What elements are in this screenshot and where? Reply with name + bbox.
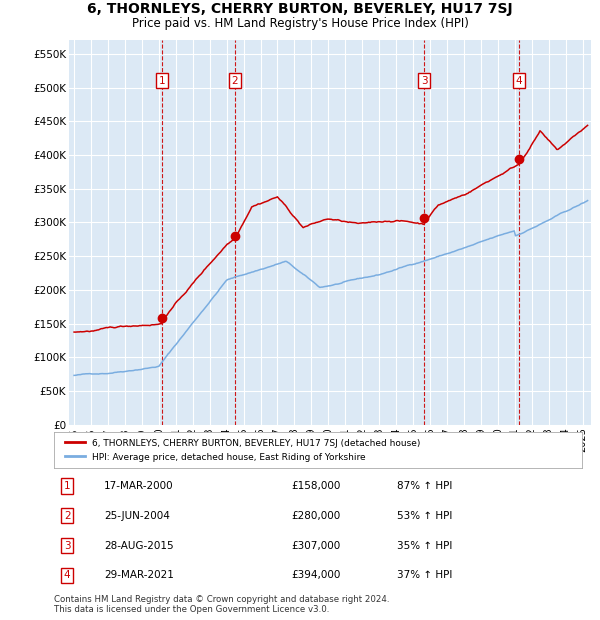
Text: 25-JUN-2004: 25-JUN-2004 [104, 511, 170, 521]
Text: 2: 2 [64, 511, 71, 521]
Text: 28-AUG-2015: 28-AUG-2015 [104, 541, 174, 551]
Text: 17-MAR-2000: 17-MAR-2000 [104, 481, 174, 491]
Text: 1: 1 [159, 76, 166, 86]
Legend: 6, THORNLEYS, CHERRY BURTON, BEVERLEY, HU17 7SJ (detached house), HPI: Average p: 6, THORNLEYS, CHERRY BURTON, BEVERLEY, H… [61, 435, 424, 465]
Text: 4: 4 [64, 570, 71, 580]
Text: Contains HM Land Registry data © Crown copyright and database right 2024.
This d: Contains HM Land Registry data © Crown c… [54, 595, 389, 614]
Text: £158,000: £158,000 [292, 481, 341, 491]
Text: 37% ↑ HPI: 37% ↑ HPI [397, 570, 452, 580]
Text: £307,000: £307,000 [292, 541, 341, 551]
Text: 53% ↑ HPI: 53% ↑ HPI [397, 511, 452, 521]
Text: 87% ↑ HPI: 87% ↑ HPI [397, 481, 452, 491]
Text: £394,000: £394,000 [292, 570, 341, 580]
Text: £280,000: £280,000 [292, 511, 341, 521]
Text: Price paid vs. HM Land Registry's House Price Index (HPI): Price paid vs. HM Land Registry's House … [131, 17, 469, 30]
Text: 6, THORNLEYS, CHERRY BURTON, BEVERLEY, HU17 7SJ: 6, THORNLEYS, CHERRY BURTON, BEVERLEY, H… [87, 2, 513, 16]
Text: 2: 2 [232, 76, 238, 86]
Text: 3: 3 [421, 76, 428, 86]
Text: 35% ↑ HPI: 35% ↑ HPI [397, 541, 452, 551]
Text: 3: 3 [64, 541, 71, 551]
Text: 4: 4 [515, 76, 522, 86]
Text: 1: 1 [64, 481, 71, 491]
Text: 29-MAR-2021: 29-MAR-2021 [104, 570, 174, 580]
